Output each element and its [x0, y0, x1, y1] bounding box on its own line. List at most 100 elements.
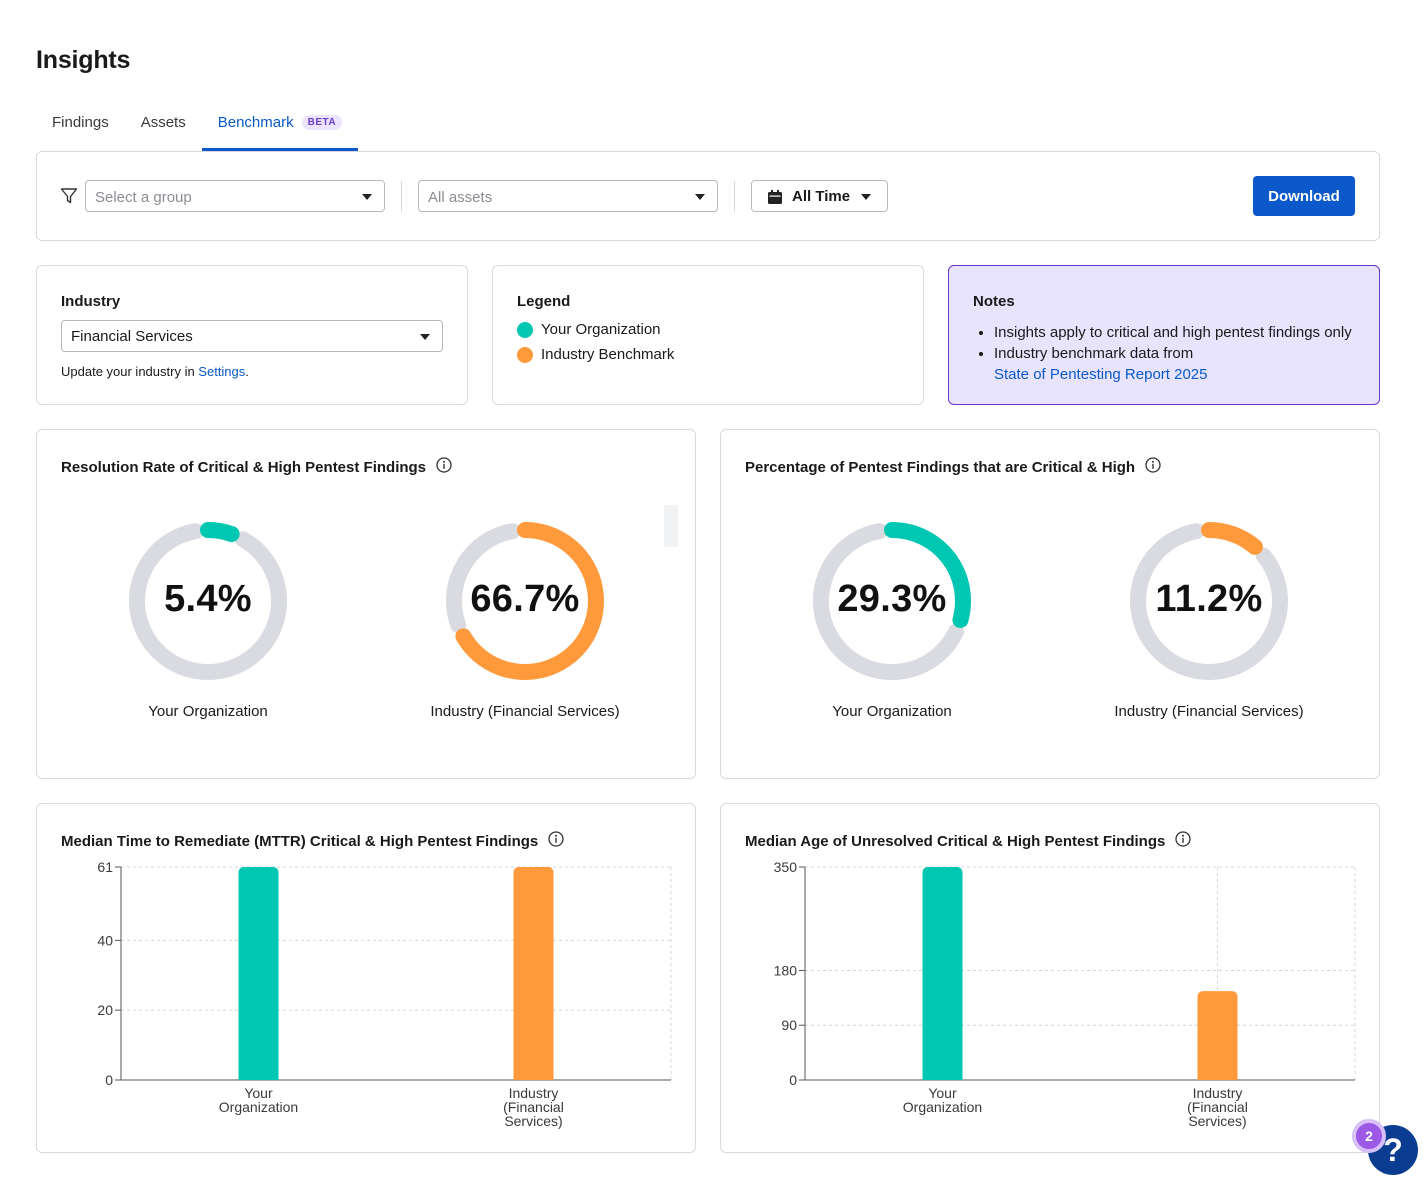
beta-badge: BETA [301, 115, 343, 130]
y-tick-label: 180 [774, 962, 798, 978]
filter-bar: Select a group All assets All Time Downl… [36, 151, 1380, 241]
industry-label: Industry [61, 293, 121, 310]
legend-dot-org [517, 321, 533, 338]
chart-title: Median Age of Unresolved Critical & High… [745, 831, 1191, 851]
chart-title: Percentage of Pentest Findings that are … [745, 457, 1161, 477]
y-tick-label: 90 [781, 1017, 797, 1033]
filter-icon [60, 187, 78, 210]
critical-high-percentage-card: Percentage of Pentest Findings that are … [720, 429, 1380, 779]
mttr-card: Median Time to Remediate (MTTR) Critical… [36, 803, 696, 1153]
tab-assets[interactable]: Assets [125, 104, 202, 151]
bar[interactable] [922, 867, 963, 1080]
chevron-down-icon [861, 194, 871, 200]
donut-segment [200, 522, 240, 543]
notification-badge: 2 [1352, 1119, 1386, 1153]
donut-value: 5.4% [164, 578, 252, 620]
tab-benchmark[interactable]: Benchmark BETA [201, 104, 359, 151]
tab-findings[interactable]: Findings [36, 104, 125, 151]
report-link[interactable]: State of Pentesting Report 2025 [994, 366, 1208, 383]
y-tick-label: 20 [97, 1002, 113, 1018]
x-tick-label: Organization [903, 1099, 982, 1115]
assets-select-placeholder: All assets [428, 189, 493, 206]
scroll-handle[interactable] [664, 505, 678, 547]
donut-label: Your Organization [832, 703, 952, 720]
industry-hint: Update your industry in Settings. [61, 364, 249, 379]
info-icon[interactable] [548, 831, 564, 851]
y-tick-label: 0 [105, 1072, 113, 1088]
tab-label: Findings [52, 114, 109, 131]
group-select-placeholder: Select a group [95, 189, 192, 206]
x-tick-label: Organization [219, 1099, 298, 1115]
divider [734, 181, 735, 212]
donut-chart: 29.3% [807, 516, 977, 686]
x-tick-label: (Financial [503, 1099, 564, 1115]
donut-chart: 11.2% [1124, 516, 1294, 686]
page-title: Insights [36, 46, 131, 74]
donut-track [1130, 523, 1288, 680]
donut-track [129, 523, 287, 680]
y-tick-label: 0 [789, 1072, 797, 1088]
x-tick-label: Services) [504, 1113, 562, 1129]
tab-bar: Findings Assets Benchmark BETA [36, 104, 359, 151]
y-tick-label: 61 [97, 859, 113, 875]
note-text: Industry benchmark data from [994, 345, 1194, 362]
donut-chart: 66.7% [440, 516, 610, 686]
tab-label: Assets [140, 114, 186, 131]
download-button[interactable]: Download [1253, 176, 1355, 216]
median-age-card: Median Age of Unresolved Critical & High… [720, 803, 1380, 1153]
industry-hint-text: Update your industry in [61, 364, 199, 379]
legend-item-industry: Industry Benchmark [517, 346, 674, 363]
chart-title-text: Percentage of Pentest Findings that are … [745, 458, 1136, 476]
note-item: Insights apply to critical and high pent… [994, 322, 1352, 343]
donut-segment [455, 522, 604, 680]
industry-hint-end: . [245, 364, 249, 379]
chart-title-text: Resolution Rate of Critical & High Pente… [61, 458, 427, 476]
x-tick-label: Industry [1193, 1085, 1243, 1101]
tab-label: Benchmark [217, 114, 294, 131]
bar[interactable] [513, 867, 554, 1080]
donut-value: 11.2% [1155, 578, 1263, 620]
info-icon[interactable] [436, 457, 452, 477]
bar[interactable] [238, 867, 279, 1080]
info-icon[interactable] [1175, 831, 1191, 851]
donut-chart: 5.4% [123, 516, 293, 686]
donut-label: Industry (Financial Services) [1114, 703, 1304, 720]
legend-dot-industry [517, 346, 533, 363]
assets-select[interactable]: All assets [418, 180, 718, 212]
donut-segment [1201, 522, 1263, 555]
x-tick-label: Your [928, 1085, 957, 1101]
chart-title: Median Time to Remediate (MTTR) Critical… [61, 831, 564, 851]
chevron-down-icon [362, 194, 372, 200]
x-tick-label: (Financial [1187, 1099, 1248, 1115]
x-tick-label: Your [244, 1085, 273, 1101]
time-range-select[interactable]: All Time [751, 180, 888, 212]
donut-track [813, 523, 965, 680]
chart-title: Resolution Rate of Critical & High Pente… [61, 457, 452, 477]
resolution-rate-card: Resolution Rate of Critical & High Pente… [36, 429, 696, 779]
legend-label: Industry Benchmark [541, 346, 675, 363]
legend-label: Your Organization [541, 321, 661, 338]
group-select[interactable]: Select a group [85, 180, 385, 212]
settings-link[interactable]: Settings [198, 364, 246, 379]
donut-track [446, 523, 521, 634]
industry-select-value: Financial Services [71, 328, 193, 345]
calendar-icon [767, 189, 783, 209]
donut-value: 66.7% [470, 578, 580, 620]
chart-title-text: Median Age of Unresolved Critical & High… [745, 832, 1166, 850]
help-icon: ? [1383, 1132, 1403, 1168]
info-icon[interactable] [1145, 457, 1161, 477]
donut-segment [884, 522, 971, 628]
donut-label: Industry (Financial Services) [430, 703, 620, 720]
legend-title: Legend [517, 293, 571, 310]
donut-label: Your Organization [148, 703, 268, 720]
notes-title: Notes [973, 293, 1015, 310]
bar[interactable] [1197, 991, 1238, 1080]
notes-list: Insights apply to critical and high pent… [994, 322, 1352, 385]
note-item: Industry benchmark data from State of Pen… [994, 343, 1352, 385]
chevron-down-icon [695, 194, 705, 200]
x-tick-label: Services) [1188, 1113, 1246, 1129]
donut-value: 29.3% [837, 578, 947, 620]
industry-select[interactable]: Financial Services [61, 320, 443, 352]
